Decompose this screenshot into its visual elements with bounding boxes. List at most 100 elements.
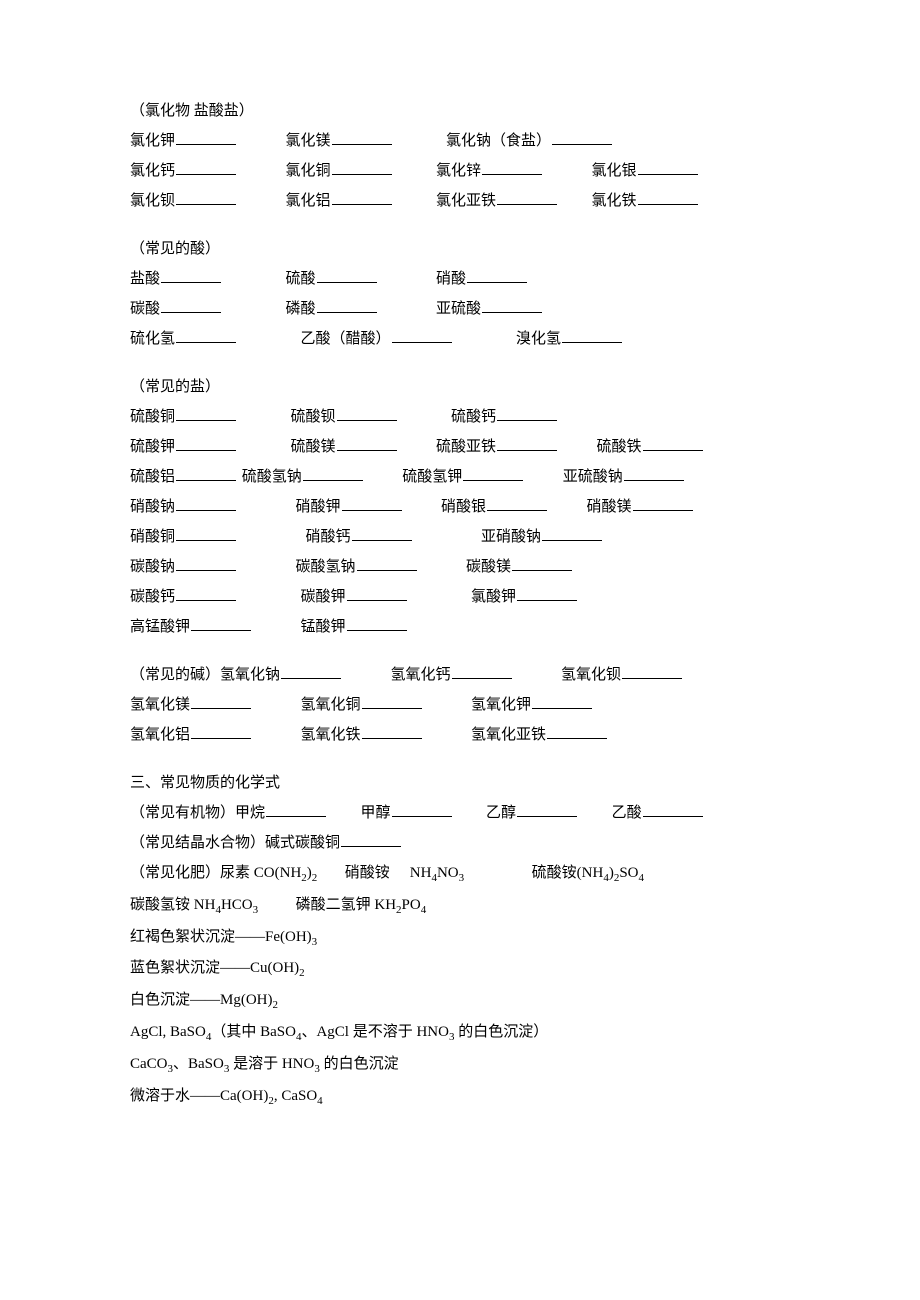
- fill-blank[interactable]: [357, 555, 417, 571]
- fill-blank[interactable]: [176, 585, 236, 601]
- fill-blank[interactable]: [342, 495, 402, 511]
- fill-blank[interactable]: [633, 495, 693, 511]
- item-label: 磷酸: [286, 301, 316, 317]
- fill-blank[interactable]: [191, 693, 251, 709]
- item-label: 硫酸钡: [291, 409, 336, 425]
- fill-blank[interactable]: [532, 693, 592, 709]
- fill-blank[interactable]: [542, 525, 602, 541]
- fill-blank[interactable]: [303, 465, 363, 481]
- fill-blank[interactable]: [638, 159, 698, 175]
- item-label: 氢氧化铝: [130, 727, 190, 743]
- fill-blank[interactable]: [452, 663, 512, 679]
- chlorides-row-2: 氯化钙 氯化铜 氯化锌 氯化银: [130, 158, 810, 185]
- item-label: 碳酸氢铵: [130, 897, 194, 913]
- fill-blank[interactable]: [332, 129, 392, 145]
- fill-blank[interactable]: [643, 801, 703, 817]
- item-label: 磷酸二氢钾: [296, 897, 375, 913]
- fill-blank[interactable]: [176, 327, 236, 343]
- fill-blank[interactable]: [497, 189, 557, 205]
- fill-blank[interactable]: [497, 435, 557, 451]
- fill-blank[interactable]: [482, 297, 542, 313]
- fill-blank[interactable]: [482, 159, 542, 175]
- fill-blank[interactable]: [191, 615, 251, 631]
- text-line: 白色沉淀——Mg(OH): [130, 992, 273, 1008]
- precipitate-2: 蓝色絮状沉淀——Cu(OH)2: [130, 955, 810, 984]
- fill-blank[interactable]: [622, 663, 682, 679]
- fill-blank[interactable]: [176, 525, 236, 541]
- formula-text: (NH: [577, 865, 604, 881]
- fill-blank[interactable]: [392, 801, 452, 817]
- fill-blank[interactable]: [347, 615, 407, 631]
- fill-blank[interactable]: [562, 327, 622, 343]
- formula-sub: 4: [317, 1095, 323, 1107]
- fill-blank[interactable]: [332, 189, 392, 205]
- fill-blank[interactable]: [638, 189, 698, 205]
- fill-blank[interactable]: [176, 465, 236, 481]
- fill-blank[interactable]: [347, 585, 407, 601]
- formula-sub: 3: [253, 904, 259, 916]
- fill-blank[interactable]: [497, 405, 557, 421]
- item-label: 硫酸铝: [130, 469, 175, 485]
- row-prefix: （常见化肥）: [130, 865, 220, 881]
- item-label: 氯化锌: [436, 163, 481, 179]
- fill-blank[interactable]: [317, 297, 377, 313]
- acids-row-3: 硫化氢 乙酸（醋酸） 溴化氢: [130, 326, 810, 353]
- fill-blank[interactable]: [337, 435, 397, 451]
- precipitate-5: CaCO3、BaSO3 是溶于 HNO3 的白色沉淀: [130, 1051, 810, 1080]
- item-label: 氢氧化亚铁: [471, 727, 546, 743]
- item-label: 氯化钾: [130, 133, 175, 149]
- fill-blank[interactable]: [337, 405, 397, 421]
- item-label: 高锰酸钾: [130, 619, 190, 635]
- precipitate-1: 红褐色絮状沉淀——Fe(OH)3: [130, 924, 810, 953]
- salts-row-6: 碳酸钠 碳酸氢钠 碳酸镁: [130, 554, 810, 581]
- text-line: 红褐色絮状沉淀——Fe(OH): [130, 929, 312, 945]
- item-label: 亚硫酸钠: [563, 469, 623, 485]
- bases-row-3: 氢氧化铝 氢氧化铁 氢氧化亚铁: [130, 722, 810, 749]
- item-label: 硫酸: [286, 271, 316, 287]
- fill-blank[interactable]: [176, 189, 236, 205]
- fill-blank[interactable]: [643, 435, 703, 451]
- text-line: 微溶于水——Ca(OH): [130, 1088, 268, 1104]
- item-label: 氢氧化钙: [391, 667, 451, 683]
- bases-row-2: 氢氧化镁 氢氧化铜 氢氧化钾: [130, 692, 810, 719]
- fill-blank[interactable]: [362, 723, 422, 739]
- item-label: 硝酸钙: [306, 529, 351, 545]
- fill-blank[interactable]: [332, 159, 392, 175]
- item-label: 碳酸钾: [301, 589, 346, 605]
- fill-blank[interactable]: [552, 129, 612, 145]
- fill-blank[interactable]: [176, 405, 236, 421]
- formula-sub: 4: [639, 872, 645, 884]
- fill-blank[interactable]: [352, 525, 412, 541]
- fill-blank[interactable]: [191, 723, 251, 739]
- fill-blank[interactable]: [176, 159, 236, 175]
- page-container: （氯化物 盐酸盐） 氯化钾 氯化镁 氯化钠（食盐） 氯化钙 氯化铜 氯化锌 氯化…: [0, 0, 920, 1300]
- fill-blank[interactable]: [341, 831, 401, 847]
- item-label: 硫酸氢钠: [242, 469, 302, 485]
- fill-blank[interactable]: [392, 327, 452, 343]
- fill-blank[interactable]: [547, 723, 607, 739]
- fill-blank[interactable]: [624, 465, 684, 481]
- item-label: 硫酸铵: [532, 865, 577, 881]
- fill-blank[interactable]: [517, 585, 577, 601]
- fill-blank[interactable]: [487, 495, 547, 511]
- formula-text: NH: [194, 897, 216, 913]
- fill-blank[interactable]: [176, 555, 236, 571]
- fill-blank[interactable]: [517, 801, 577, 817]
- fill-blank[interactable]: [467, 267, 527, 283]
- fill-blank[interactable]: [161, 297, 221, 313]
- item-label: 碳酸钠: [130, 559, 175, 575]
- fill-blank[interactable]: [176, 129, 236, 145]
- fill-blank[interactable]: [266, 801, 326, 817]
- fill-blank[interactable]: [463, 465, 523, 481]
- item-label: 氯化钠（食盐）: [446, 133, 551, 149]
- fill-blank[interactable]: [161, 267, 221, 283]
- item-label: 锰酸钾: [301, 619, 346, 635]
- organics-row: （常见有机物）甲烷 甲醇 乙醇 乙酸: [130, 800, 810, 827]
- formula-sub: 3: [459, 872, 465, 884]
- fill-blank[interactable]: [317, 267, 377, 283]
- fill-blank[interactable]: [512, 555, 572, 571]
- fill-blank[interactable]: [176, 435, 236, 451]
- fill-blank[interactable]: [176, 495, 236, 511]
- fill-blank[interactable]: [281, 663, 341, 679]
- fill-blank[interactable]: [362, 693, 422, 709]
